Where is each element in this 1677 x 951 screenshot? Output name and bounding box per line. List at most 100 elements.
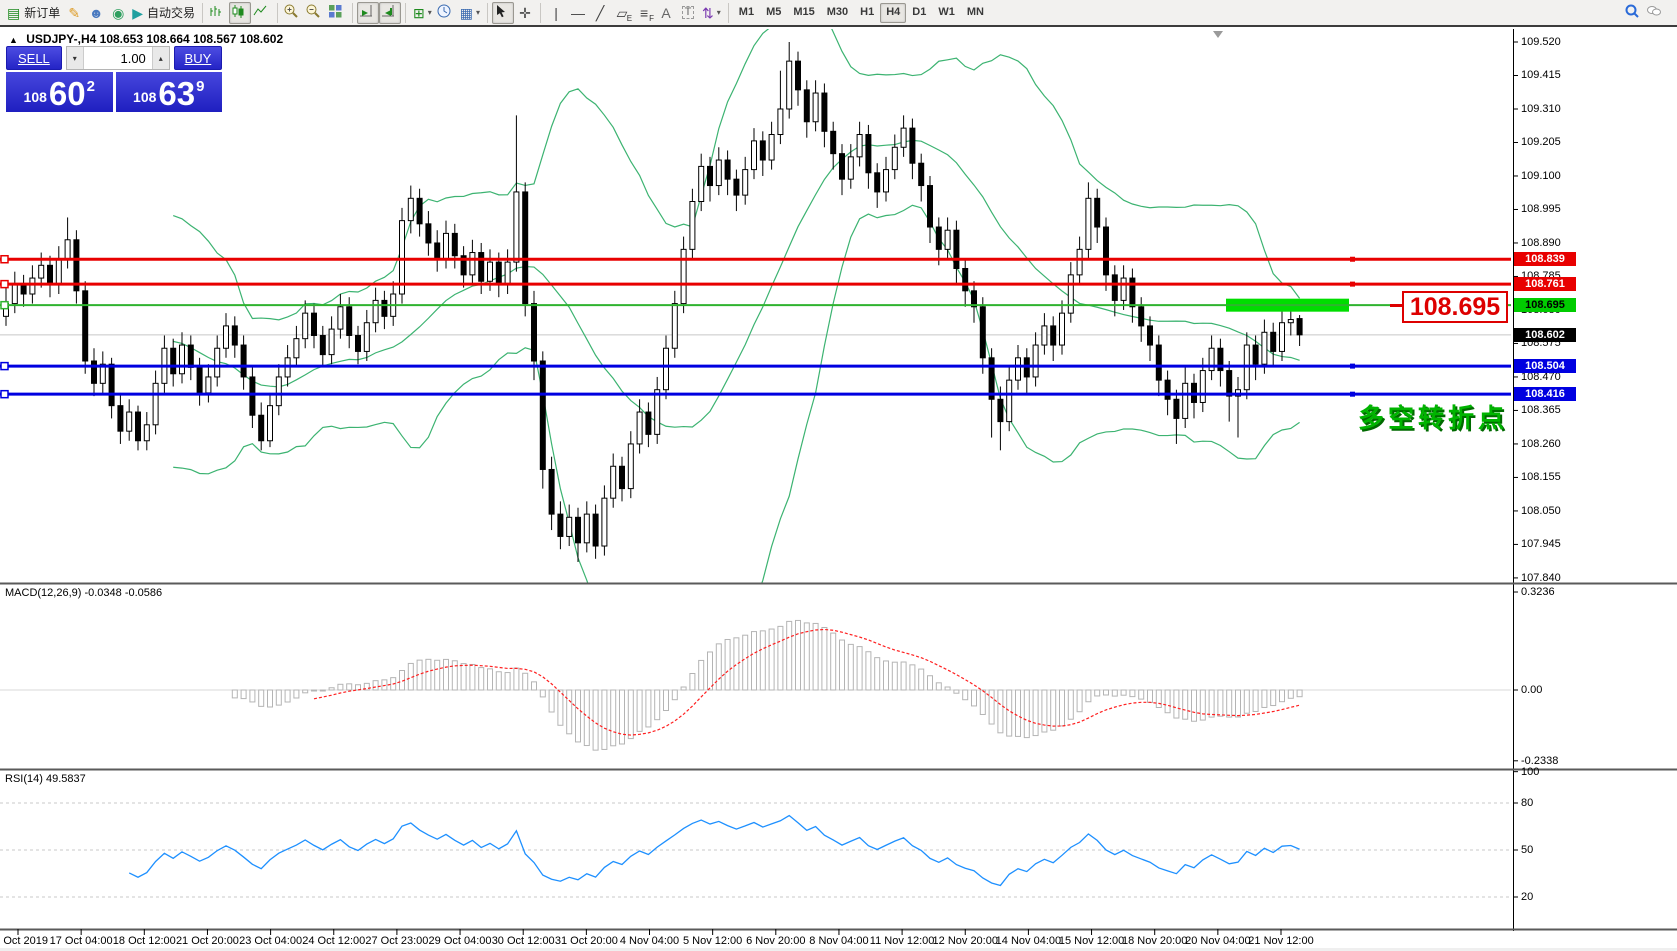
fibonacci-button[interactable]: ≡ F [633, 2, 655, 24]
timeframe-d1-button[interactable]: D1 [906, 3, 932, 23]
toolbar-separator [487, 2, 489, 23]
line-left-handle[interactable] [0, 389, 9, 399]
macd-histogram-bar [847, 643, 854, 691]
signals-button[interactable]: ◉ [107, 2, 129, 24]
line-left-handle[interactable] [0, 300, 9, 310]
timeframe-h1-button[interactable]: H1 [854, 3, 880, 23]
cursor-button[interactable] [492, 1, 515, 24]
vertical-line-button[interactable]: | [545, 2, 567, 24]
line-left-handle[interactable] [0, 279, 9, 289]
macd-histogram-bar [1296, 689, 1303, 698]
line-right-handle[interactable] [1350, 363, 1355, 369]
macd-histogram-bar [302, 689, 309, 694]
candle-bull [1208, 347, 1215, 372]
toolbar-separator [405, 2, 407, 23]
macd-histogram-bar [1120, 689, 1127, 696]
chart-annotation-text[interactable]: 多空转折点 [1358, 403, 1509, 433]
volume-decrease-button[interactable]: ▾ [66, 47, 84, 69]
templates-button[interactable]: ▦ ▾ [457, 2, 483, 24]
icon-sub-letter: E [626, 13, 633, 23]
horizontal-line-button[interactable]: — [567, 2, 589, 24]
equidistant-channel-button[interactable]: ▱ E [611, 2, 633, 24]
line-left-handle[interactable] [0, 254, 9, 264]
support-button[interactable]: ☻ [85, 2, 107, 24]
indicators-icon: ⊞ [413, 4, 425, 21]
price-shift-marker[interactable] [1213, 31, 1223, 38]
candle-bear [460, 255, 467, 276]
price-callout[interactable]: 108.695 [1402, 291, 1508, 323]
time-tick-label: 6 Nov 20:00 [746, 935, 806, 947]
line-right-handle[interactable] [1350, 256, 1355, 262]
arrows-button[interactable]: ⇅ ▾ [699, 2, 724, 24]
buy-price-big: 63 [158, 75, 196, 113]
chat-button[interactable] [1645, 2, 1667, 24]
macd-tick-label: 0.00 [1521, 684, 1543, 696]
candle-bear [997, 398, 1004, 423]
macd-histogram-bar [715, 643, 722, 691]
crosshair-button[interactable]: ✛ [514, 2, 536, 24]
candle-bull [636, 411, 643, 445]
chart-shift-button[interactable] [379, 1, 402, 24]
timeframe-h4-button[interactable]: H4 [880, 2, 907, 23]
timeframe-m1-button[interactable]: M1 [733, 3, 760, 23]
search-button[interactable] [1623, 2, 1645, 24]
bar-chart-button[interactable] [207, 2, 229, 24]
time-tick-label: 11 Nov 12:00 [869, 935, 935, 947]
price-tick-label: 109.520 [1521, 36, 1561, 48]
candlestick-chart-button[interactable] [229, 1, 252, 24]
buy-price-tile[interactable]: 108 63 9 [115, 72, 222, 113]
indicators-button[interactable]: ⊞ ▾ [410, 2, 435, 24]
trendline-button[interactable]: ╱ [589, 2, 611, 24]
zoom-in-button[interactable] [282, 2, 304, 24]
main-price-pane[interactable] [0, 0, 1513, 663]
price-tick-label: 109.205 [1521, 136, 1561, 149]
candle-bear [1129, 277, 1136, 308]
collapse-panel-icon[interactable]: ▲ [9, 35, 18, 45]
sell-price-tile[interactable]: 108 60 2 [6, 72, 113, 112]
autotrading-button[interactable]: ▶ 自动交易 [129, 2, 198, 24]
macd-histogram-bar [531, 681, 537, 691]
candle-bull [29, 277, 36, 295]
label-icon: T [681, 6, 695, 19]
line-right-handle[interactable] [1350, 281, 1355, 287]
volume-input[interactable] [83, 47, 152, 69]
macd-histogram-bar [874, 657, 881, 691]
macd-histogram-bar [1059, 689, 1065, 727]
line-right-handle[interactable] [1350, 391, 1355, 397]
volume-increase-button[interactable]: ▴ [151, 47, 169, 69]
candle-bear [1111, 274, 1118, 301]
candle-bear [1270, 331, 1277, 352]
text-button[interactable]: A [655, 2, 677, 24]
buy-price-prefix: 108 [133, 89, 157, 105]
macd-histogram-bar [1182, 689, 1189, 720]
candle-bull [891, 146, 898, 171]
timeframe-w1-button[interactable]: W1 [932, 3, 961, 23]
timeframe-mn-button[interactable]: MN [961, 3, 990, 23]
timeframe-m30-button[interactable]: M30 [821, 3, 854, 23]
buy-button[interactable]: BUY [173, 46, 222, 70]
tile-windows-button[interactable] [326, 2, 348, 24]
zoom-out-button[interactable] [304, 2, 326, 24]
macd-tick-label: -0.2338 [1521, 754, 1559, 767]
candle-bull [742, 169, 749, 196]
macd-histogram-bar [733, 637, 740, 691]
candle-bull [1261, 331, 1268, 365]
candle-bear [1103, 226, 1109, 276]
candle-bear [73, 239, 80, 292]
candle-bear [557, 513, 564, 537]
new-order-button[interactable]: ▤ 新订单 [4, 2, 63, 24]
line-chart-button[interactable] [251, 2, 273, 24]
sell-price-prefix: 108 [23, 89, 47, 105]
candle-bull [1120, 277, 1127, 301]
candle-bear [531, 303, 537, 362]
sell-button[interactable]: SELL [6, 46, 62, 70]
timeframe-m5-button[interactable]: M5 [760, 3, 787, 23]
macd-histogram-bar [636, 689, 643, 732]
label-button[interactable]: T [677, 2, 699, 24]
periods-button[interactable]: ▾ [435, 2, 457, 24]
auto-scroll-button[interactable] [357, 1, 380, 24]
timeframe-m15-button[interactable]: M15 [787, 3, 820, 23]
line-left-handle[interactable] [0, 361, 9, 371]
metaeditor-button[interactable]: ✎ [63, 2, 85, 24]
